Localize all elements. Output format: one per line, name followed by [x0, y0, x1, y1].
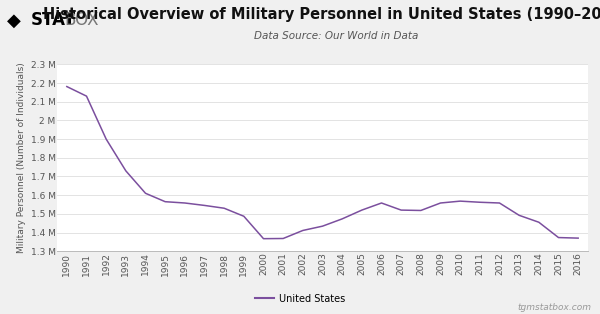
- Text: Historical Overview of Military Personnel in United States (1990–2016): Historical Overview of Military Personne…: [43, 7, 600, 22]
- Text: Data Source: Our World in Data: Data Source: Our World in Data: [254, 30, 418, 41]
- Text: ◆: ◆: [7, 12, 21, 30]
- Text: BOX: BOX: [64, 12, 98, 30]
- Y-axis label: Military Personnel (Number of Individuals): Military Personnel (Number of Individual…: [17, 62, 26, 253]
- Legend: United States: United States: [251, 290, 349, 308]
- Text: tgmstatbox.com: tgmstatbox.com: [517, 303, 591, 312]
- Text: STAT: STAT: [31, 12, 76, 30]
